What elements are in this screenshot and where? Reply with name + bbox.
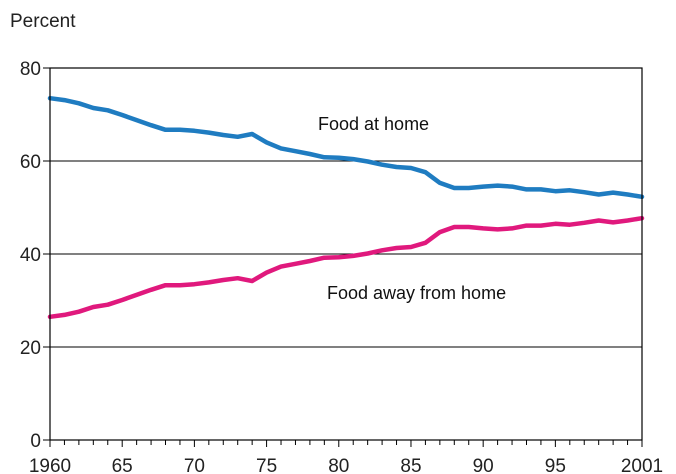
y-tick-label-60: 60: [20, 152, 41, 173]
x-tick-label-1975: 75: [256, 456, 277, 474]
y-tick-label-80: 80: [20, 59, 41, 80]
x-tick-label-1970: 70: [184, 456, 205, 474]
y-axis-ticks: 0 20 40 60 80: [20, 59, 50, 452]
x-tick-label-1960: 1960: [29, 456, 71, 474]
plot-frame: [49, 67, 643, 441]
series-label-food-away-from-home: Food away from home: [327, 283, 506, 303]
x-tick-label-1995: 95: [545, 456, 566, 474]
y-tick-label-40: 40: [20, 245, 41, 266]
x-tick-label-1990: 90: [473, 456, 494, 474]
series-line-home: [47, 95, 645, 200]
series-line-away: [47, 215, 645, 320]
y-tick-label-20: 20: [20, 338, 41, 359]
series-lines: [47, 95, 645, 320]
x-tick-label-1985: 85: [400, 456, 421, 474]
y-tick-label-0: 0: [30, 431, 41, 452]
x-tick-label-1980: 80: [328, 456, 349, 474]
series-label-food-at-home: Food at home: [318, 114, 429, 134]
x-axis-ticks: 1960 65 70 75 80 85 90 95 2001: [29, 440, 663, 474]
x-tick-label-1965: 65: [112, 456, 133, 474]
y-axis-label: Percent: [10, 11, 76, 32]
gridlines: [50, 160, 642, 348]
x-tick-label-2001: 2001: [621, 456, 663, 474]
